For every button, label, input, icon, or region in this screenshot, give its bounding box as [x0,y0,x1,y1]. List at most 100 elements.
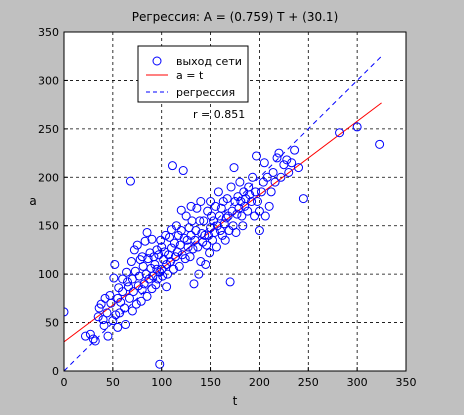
data-point [206,197,216,206]
data-point [141,269,151,279]
data-point [93,312,103,322]
data-point [239,187,249,197]
data-point [132,240,142,250]
legend-entry-regression: регрессия [176,86,235,99]
data-point [136,296,146,306]
data-point [153,274,163,284]
data-point [248,172,258,182]
data-point [188,244,198,254]
data-point [251,187,261,197]
data-point [99,320,109,330]
data-point [150,259,160,269]
data-point [123,277,133,287]
data-point [268,167,278,177]
y-tick-label: 200 [38,171,59,184]
data-point [118,287,128,297]
data-point [270,177,280,187]
legend-box [137,45,249,103]
data-point [238,221,248,231]
data-point [147,234,157,244]
data-point [122,267,132,277]
data-point [222,194,232,204]
data-point [231,227,241,237]
data-point [375,139,385,149]
data-point [262,172,272,182]
data-points [64,122,385,369]
data-point [221,213,231,223]
data-point [183,242,193,252]
axes-frame [63,31,407,372]
data-point [154,250,164,260]
data-point [232,209,242,219]
data-point [118,274,128,284]
data-point [115,308,125,318]
data-point [335,128,345,138]
data-point [173,230,183,240]
data-point [191,226,201,236]
data-point [180,254,190,264]
data-point [252,197,262,206]
y-tick-label: 250 [38,123,59,136]
data-point [169,238,179,248]
data-point [220,235,230,245]
data-point [90,336,100,346]
data-point [254,206,264,216]
data-point [225,277,235,287]
data-point [127,306,137,316]
data-point [171,221,181,231]
y-tick-label: 100 [38,268,59,281]
data-point [211,242,221,252]
data-point [80,331,90,341]
data-point [151,280,161,290]
x-axis-label: t [233,394,238,408]
data-point [100,293,110,303]
data-point [166,257,176,267]
x-tick-label: 250 [298,376,319,389]
x-tick-label: 200 [249,376,270,389]
data-point [110,259,120,269]
data-point [155,359,165,369]
data-point [163,269,173,279]
data-point [266,187,276,197]
data-point [264,201,274,211]
data-point [212,221,222,231]
data-point [251,151,261,161]
data-point [215,226,225,236]
data-point [274,148,284,158]
data-point [287,158,297,168]
data-point [193,242,203,252]
data-point [245,190,255,200]
y-axis-label: a [29,194,36,208]
chart-title: Регрессия: A = (0.759) T + (30.1) [132,10,339,24]
data-point [256,187,266,197]
data-point [196,257,206,267]
data-point [284,167,294,177]
data-point [199,216,209,226]
data-point [139,279,149,289]
data-point [219,219,229,229]
x-tick-label: 350 [396,376,417,389]
data-point [213,187,223,197]
data-point [196,197,206,206]
x-tick-label: 300 [347,376,368,389]
data-point [201,259,211,269]
data-point [137,285,147,295]
data-point [156,235,166,245]
data-point [140,236,150,246]
data-point [195,216,205,226]
data-point [102,308,112,318]
data-point [178,166,188,176]
data-point [123,282,133,292]
legend: выход сети a = t регрессия [137,45,249,103]
data-point [210,201,220,211]
data-point [185,252,195,262]
data-point [298,194,308,204]
data-point [202,240,212,250]
data-point [189,279,199,289]
data-point [192,203,202,213]
data-point [120,303,130,313]
data-point [137,252,147,262]
data-point [168,264,178,274]
data-point [226,182,236,192]
